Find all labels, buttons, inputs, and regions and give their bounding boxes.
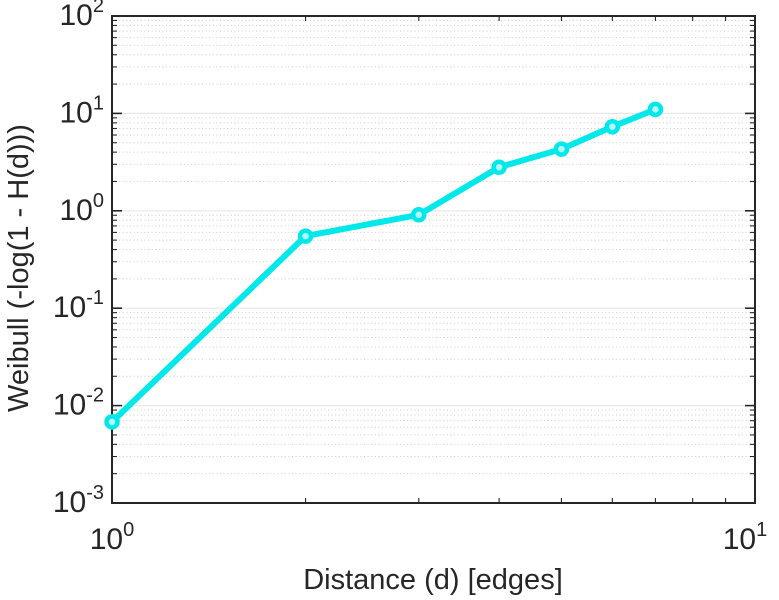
x-tick-label: 100 bbox=[90, 519, 135, 556]
y-tick-label: 101 bbox=[60, 92, 105, 129]
data-point-marker bbox=[647, 101, 664, 118]
y-tick-label: 100 bbox=[60, 190, 105, 227]
data-point-marker bbox=[104, 414, 120, 430]
plot-area: 10-3 10-2 10-1 100 101 102 100 101 bbox=[53, 0, 767, 556]
data-point-marker bbox=[297, 228, 314, 244]
data-point-marker bbox=[491, 159, 507, 175]
data-point-marker bbox=[553, 141, 570, 157]
y-tick-label: 10-1 bbox=[53, 287, 104, 324]
data-point-marker bbox=[411, 207, 427, 223]
y-axis-label: Weibull (-log(1 - H(d))) bbox=[3, 124, 35, 412]
data-point-marker bbox=[604, 118, 621, 135]
x-tick-label: 101 bbox=[723, 519, 768, 556]
y-tick-label: 102 bbox=[60, 0, 105, 32]
plot-border bbox=[111, 15, 756, 504]
data-line bbox=[109, 106, 659, 425]
x-axis-label: Distance (d) [edges] bbox=[303, 564, 563, 596]
y-tick-label: 10-3 bbox=[53, 482, 104, 519]
y-tick-label: 10-2 bbox=[53, 385, 104, 422]
